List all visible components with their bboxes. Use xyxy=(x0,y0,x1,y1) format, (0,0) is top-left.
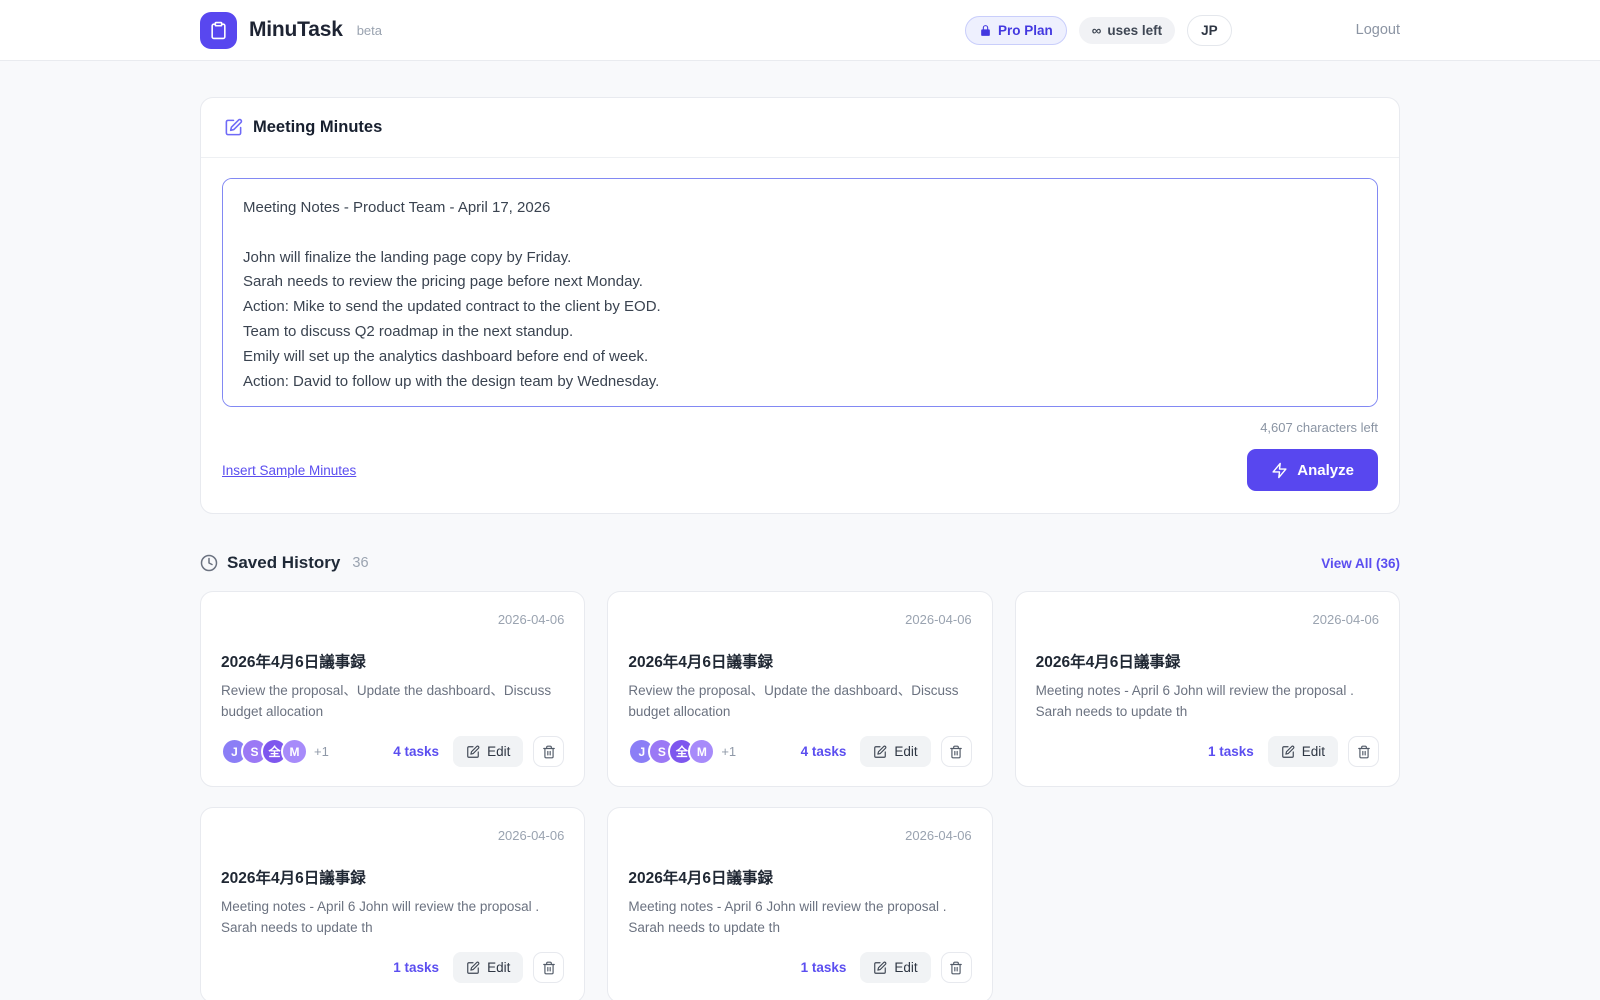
trash-icon xyxy=(1357,745,1371,759)
edit-pencil-icon xyxy=(873,961,887,975)
edit-label: Edit xyxy=(894,960,918,975)
card-title: 2026年4月6日議事録 xyxy=(628,654,774,671)
edit-label: Edit xyxy=(487,744,511,759)
card-description: Meeting notes - April 6 John will review… xyxy=(221,899,540,935)
card-description: Review the proposal、Update the dashboard… xyxy=(628,683,959,719)
tasks-count: 4 tasks xyxy=(393,744,440,759)
edit-square-icon xyxy=(224,118,243,137)
trash-icon xyxy=(949,745,963,759)
history-section-title: Saved History xyxy=(227,553,341,572)
top-bar: MinuTask beta Pro Plan ∞ uses left JP Lo… xyxy=(0,0,1600,61)
tasks-count: 1 tasks xyxy=(393,960,440,975)
card-title: 2026年4月6日議事録 xyxy=(221,870,366,887)
card-date: 2026-04-06 xyxy=(905,612,972,627)
logout-button[interactable]: Logout xyxy=(1355,22,1400,38)
history-card[interactable]: 2026-04-06 2026年4月6日議事録 Review the propo… xyxy=(607,591,993,787)
history-card[interactable]: 2026-04-06 2026年4月6日議事録 Meeting notes - … xyxy=(1014,591,1400,787)
card-title: 2026年4月6日議事録 xyxy=(221,654,366,671)
characters-left: 4,607 characters left xyxy=(1260,420,1378,435)
history-card[interactable]: 2026-04-06 2026年4月6日議事録 Meeting notes - … xyxy=(607,807,993,1000)
uses-left-badge: ∞ uses left xyxy=(1078,16,1176,44)
card-description: Review the proposal、Update the dashboard… xyxy=(221,683,552,719)
edit-button[interactable]: Edit xyxy=(453,736,524,767)
card-title: 2026年4月6日議事録 xyxy=(1035,654,1181,671)
edit-button[interactable]: Edit xyxy=(1267,736,1338,767)
history-count: 36 xyxy=(352,555,369,571)
clock-icon xyxy=(200,554,218,572)
delete-button[interactable] xyxy=(940,736,972,767)
assignee-avatars: J S 全 M +1 xyxy=(221,738,329,765)
edit-pencil-icon xyxy=(466,961,480,975)
brand: MinuTask beta xyxy=(200,11,383,49)
card-title: 2026年4月6日議事録 xyxy=(628,870,774,887)
edit-button[interactable]: Edit xyxy=(453,952,524,983)
user-initials: JP xyxy=(1201,22,1218,38)
tasks-count: 1 tasks xyxy=(1207,744,1254,759)
user-avatar[interactable]: JP xyxy=(1187,14,1232,46)
minutes-textarea[interactable]: Meeting Notes - Product Team - April 17,… xyxy=(222,178,1378,407)
avatar-overflow-count: +1 xyxy=(721,744,737,759)
edit-label: Edit xyxy=(487,960,511,975)
edit-pencil-icon xyxy=(1281,745,1295,759)
trash-icon xyxy=(542,961,556,975)
app-logo xyxy=(200,11,237,49)
delete-button[interactable] xyxy=(533,952,565,983)
analyze-button[interactable]: Analyze xyxy=(1247,449,1378,491)
clipboard-icon xyxy=(209,21,228,40)
app-name: MinuTask xyxy=(249,18,343,41)
trash-icon xyxy=(949,961,963,975)
lightning-bolt-icon xyxy=(1271,462,1288,479)
delete-button[interactable] xyxy=(533,736,565,767)
card-date: 2026-04-06 xyxy=(497,612,565,627)
avatar: M xyxy=(281,738,308,765)
delete-button[interactable] xyxy=(1348,736,1379,767)
history-cards-grid: 2026-04-06 2026年4月6日議事録 Review the propo… xyxy=(200,591,1400,1000)
assignee-avatars: J S 全 M +1 xyxy=(628,738,736,765)
history-card[interactable]: 2026-04-06 2026年4月6日議事録 Meeting notes - … xyxy=(200,807,586,1000)
meeting-minutes-card: Meeting Minutes Meeting Notes - Product … xyxy=(200,97,1400,514)
card-description: Meeting notes - April 6 John will review… xyxy=(1035,683,1354,719)
edit-label: Edit xyxy=(1301,744,1325,759)
lock-icon xyxy=(979,24,992,37)
avatar-overflow-count: +1 xyxy=(314,744,329,759)
card-description: Meeting notes - April 6 John will review… xyxy=(628,899,947,935)
edit-button[interactable]: Edit xyxy=(860,736,931,767)
tasks-count: 4 tasks xyxy=(800,744,847,759)
card-date: 2026-04-06 xyxy=(497,828,565,843)
delete-button[interactable] xyxy=(940,952,972,983)
beta-label: beta xyxy=(356,22,383,38)
edit-pencil-icon xyxy=(873,745,887,759)
edit-pencil-icon xyxy=(466,745,480,759)
pro-plan-badge: Pro Plan xyxy=(964,15,1067,45)
edit-label: Edit xyxy=(894,744,918,759)
editor-title: Meeting Minutes xyxy=(253,118,383,136)
edit-button[interactable]: Edit xyxy=(860,952,931,983)
view-all-link[interactable]: View All (36) xyxy=(1321,555,1400,571)
history-card[interactable]: 2026-04-06 2026年4月6日議事録 Review the propo… xyxy=(200,591,586,787)
infinity-icon: ∞ xyxy=(1091,22,1102,38)
insert-sample-link[interactable]: Insert Sample Minutes xyxy=(222,462,357,478)
trash-icon xyxy=(542,745,556,759)
card-date: 2026-04-06 xyxy=(905,828,972,843)
uses-left-label: uses left xyxy=(1107,22,1163,38)
card-date: 2026-04-06 xyxy=(1312,612,1380,627)
avatar: M xyxy=(688,738,716,765)
tasks-count: 1 tasks xyxy=(800,960,847,975)
pro-plan-label: Pro Plan xyxy=(997,22,1053,38)
analyze-label: Analyze xyxy=(1297,461,1354,479)
